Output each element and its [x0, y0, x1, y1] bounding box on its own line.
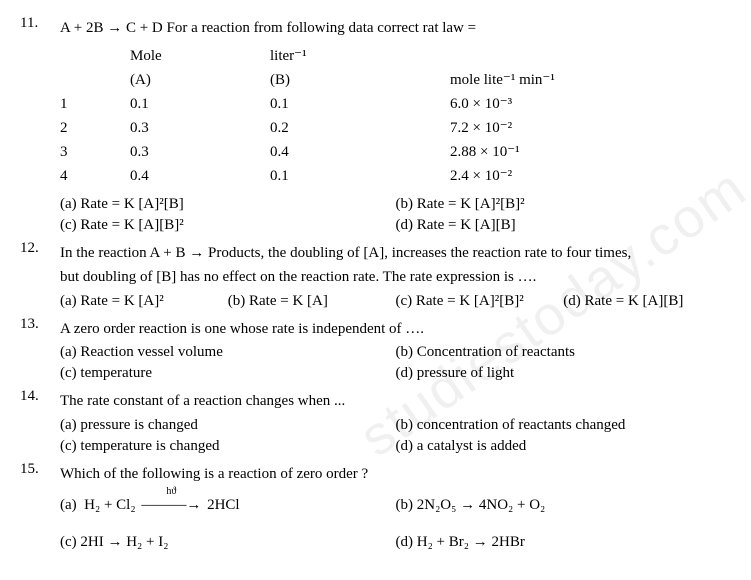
option-c: (c) Rate = K [A]²[B]²: [396, 291, 564, 312]
option-b: (b) 2N₂O₅ → 4NO₂ + O₂: [396, 487, 732, 524]
table-row: 1 0.1 0.1 6.0 × 10⁻³: [60, 92, 731, 116]
q15-options: (a) H₂ + Cl₂ hϑ———→ 2HCl (b) 2N₂O₅ → 4NO…: [60, 487, 731, 561]
option-b: (b) Rate = K [A]: [228, 291, 396, 312]
option-a: (a) H₂ + Cl₂ hϑ———→ 2HCl: [60, 487, 396, 524]
q11-number: 11.: [20, 15, 60, 236]
option-c: (c) Rate = K [A][B]²: [60, 215, 396, 236]
option-d: (d) Rate = K [A][B]: [396, 215, 732, 236]
cell: 2.4 × 10⁻²: [450, 164, 650, 188]
cell: 2.88 × 10⁻¹: [450, 140, 650, 164]
option-a-suffix: 2HCl: [203, 497, 239, 513]
cell: mole lite⁻¹ min⁻¹: [450, 68, 650, 92]
cell: [60, 68, 130, 92]
cell: 6.0 × 10⁻³: [450, 92, 650, 116]
option-b: (b) Rate = K [A]²[B]²: [396, 194, 732, 215]
option-d: (d) a catalyst is added: [396, 436, 732, 457]
q14-number: 14.: [20, 388, 60, 457]
table-header-row: Mole liter⁻¹: [60, 44, 731, 68]
q12-stem-line1: In the reaction A + B → Products, the do…: [60, 242, 731, 265]
cell: [60, 44, 130, 68]
table-row: 2 0.3 0.2 7.2 × 10⁻²: [60, 116, 731, 140]
q15-number: 15.: [20, 461, 60, 562]
option-b: (b) concentration of reactants changed: [396, 415, 732, 436]
cell: 7.2 × 10⁻²: [450, 116, 650, 140]
cell: (B): [270, 68, 450, 92]
q13-options: (a) Reaction vessel volume (b) Concentra…: [60, 342, 731, 384]
cell: 0.2: [270, 116, 450, 140]
q14-stem: The rate constant of a reaction changes …: [60, 390, 731, 413]
option-a-prefix: (a) H₂ + Cl₂: [60, 497, 139, 513]
cell: 0.3: [130, 140, 270, 164]
option-a: (a) Rate = K [A]²[B]: [60, 194, 396, 215]
option-b: (b) Concentration of reactants: [396, 342, 732, 363]
option-d: (d) Rate = K [A][B]: [563, 291, 731, 312]
q12-options: (a) Rate = K [A]² (b) Rate = K [A] (c) R…: [60, 291, 731, 312]
cell: 0.1: [270, 164, 450, 188]
question-13: 13. A zero order reaction is one whose r…: [20, 316, 731, 385]
question-14: 14. The rate constant of a reaction chan…: [20, 388, 731, 457]
option-a: (a) Reaction vessel volume: [60, 342, 396, 363]
option-c: (c) temperature is changed: [60, 436, 396, 457]
q12-stem-line2: but doubling of [B] has no effect on the…: [60, 266, 731, 289]
cell: 0.4: [130, 164, 270, 188]
question-12: 12. In the reaction A + B → Products, th…: [20, 240, 731, 312]
arrow-with-label: hϑ———→: [139, 489, 203, 522]
q12-number: 12.: [20, 240, 60, 312]
cell: (A): [130, 68, 270, 92]
option-d: (d) pressure of light: [396, 363, 732, 384]
cell: [450, 44, 650, 68]
cell: 0.3: [130, 116, 270, 140]
cell: 1: [60, 92, 130, 116]
question-11: 11. A + 2B → C + D For a reaction from f…: [20, 15, 731, 236]
option-c: (c) temperature: [60, 363, 396, 384]
option-a: (a) Rate = K [A]²: [60, 291, 228, 312]
q13-number: 13.: [20, 316, 60, 385]
cell: 0.4: [270, 140, 450, 164]
q11-table: Mole liter⁻¹ (A) (B) mole lite⁻¹ min⁻¹ 1…: [60, 44, 731, 188]
option-d: (d) H₂ + Br₂ → 2HBr: [396, 524, 732, 561]
q11-options: (a) Rate = K [A]²[B] (b) Rate = K [A]²[B…: [60, 194, 731, 236]
question-15: 15. Which of the following is a reaction…: [20, 461, 731, 562]
cell: 2: [60, 116, 130, 140]
cell: 0.1: [270, 92, 450, 116]
table-row: 4 0.4 0.1 2.4 × 10⁻²: [60, 164, 731, 188]
q13-stem: A zero order reaction is one whose rate …: [60, 318, 731, 341]
option-a: (a) pressure is changed: [60, 415, 396, 436]
cell: liter⁻¹: [270, 44, 450, 68]
table-row: 3 0.3 0.4 2.88 × 10⁻¹: [60, 140, 731, 164]
table-header-row: (A) (B) mole lite⁻¹ min⁻¹: [60, 68, 731, 92]
cell: 0.1: [130, 92, 270, 116]
cell: 3: [60, 140, 130, 164]
q14-options: (a) pressure is changed (b) concentratio…: [60, 415, 731, 457]
cell: 4: [60, 164, 130, 188]
option-c: (c) 2HI → H₂ + I₂: [60, 524, 396, 561]
q11-stem: A + 2B → C + D For a reaction from follo…: [60, 17, 731, 40]
cell: Mole: [130, 44, 270, 68]
arrow-top-label: hϑ: [139, 481, 203, 503]
